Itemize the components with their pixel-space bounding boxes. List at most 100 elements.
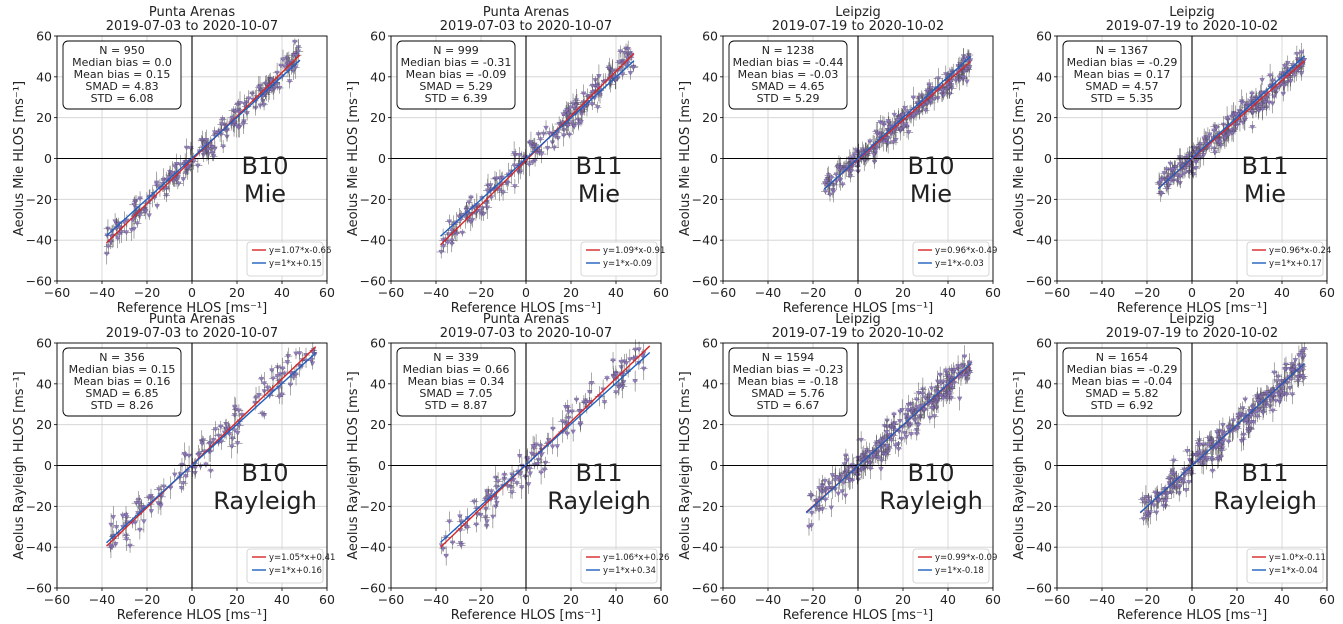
data-point	[535, 457, 542, 463]
data-point	[946, 390, 953, 396]
data-point	[261, 102, 267, 108]
data-point	[123, 533, 129, 539]
data-point	[270, 376, 276, 382]
data-point	[807, 493, 814, 498]
data-point	[137, 213, 143, 218]
data-point	[488, 489, 495, 495]
data-point	[296, 351, 303, 357]
data-point	[929, 406, 935, 411]
subplot-subtitle: 2019-07-03 to 2020-10-07	[106, 326, 278, 341]
data-point	[543, 125, 549, 131]
data-point	[922, 395, 928, 401]
data-point	[588, 381, 595, 386]
data-point	[863, 448, 870, 454]
data-point	[1270, 78, 1276, 84]
band-label: B11	[575, 459, 622, 487]
x-axis-label: Reference HLOS [ms⁻¹]	[451, 608, 601, 623]
data-point	[114, 236, 121, 242]
data-point	[891, 412, 897, 418]
data-point	[192, 471, 198, 476]
data-point	[280, 57, 286, 63]
data-point	[484, 188, 491, 194]
data-point	[827, 192, 833, 198]
fit-line-blue	[440, 351, 651, 543]
data-point	[551, 145, 557, 151]
data-point	[924, 88, 931, 94]
data-point	[951, 380, 958, 386]
data-point	[632, 379, 638, 384]
subplot-subtitle: 2019-07-03 to 2020-10-07	[440, 19, 612, 34]
fit-line-red	[106, 346, 317, 547]
data-point	[146, 213, 152, 219]
data-point	[641, 366, 647, 372]
data-point	[511, 477, 517, 483]
data-point	[618, 359, 624, 365]
data-point	[188, 146, 194, 152]
data-point	[511, 163, 518, 169]
x-tick-label: −40	[89, 285, 115, 300]
data-point	[919, 391, 926, 397]
data-point	[275, 365, 281, 371]
data-point	[914, 404, 920, 410]
data-point	[449, 241, 455, 247]
data-point	[477, 209, 483, 214]
data-point	[843, 453, 849, 459]
x-axis-label: Reference HLOS [ms⁻¹]	[117, 301, 267, 316]
x-tick-label: 40	[274, 592, 290, 607]
subplot-2: −60 −40 −20 0 20 40 60 −60 −40 −20 0 20 40 60 Punta Ar…	[346, 5, 669, 316]
data-point	[913, 397, 920, 403]
data-point	[274, 374, 281, 379]
data-point	[471, 499, 477, 505]
data-point	[1249, 125, 1256, 130]
data-point	[816, 508, 822, 513]
data-point	[891, 112, 898, 118]
data-point	[490, 514, 496, 520]
data-point	[443, 553, 449, 559]
data-point	[280, 366, 286, 372]
data-point	[1282, 64, 1288, 69]
data-point	[858, 437, 864, 443]
data-point	[483, 523, 490, 529]
data-point	[1259, 107, 1266, 113]
data-point	[497, 176, 503, 182]
data-point	[446, 219, 453, 225]
data-point	[884, 136, 891, 142]
band-label: B10	[907, 152, 954, 180]
subplot-7: −60 −40 −20 0 20 40 60−60−40−200204060Leipzig2…	[678, 312, 1001, 623]
data-point	[529, 451, 535, 457]
data-point	[1212, 150, 1218, 156]
subplot-title: Punta Arenas	[149, 5, 235, 20]
x-tick-label: 60	[319, 592, 335, 607]
y-tick-label: 40	[36, 376, 52, 391]
data-point	[820, 489, 826, 495]
x-tick-label: 60	[319, 285, 335, 300]
stats-line: Mean bias = 0.15	[74, 68, 171, 81]
data-point	[199, 441, 205, 447]
data-point	[284, 360, 291, 365]
stats-line: SMAD = 7.05	[419, 387, 492, 400]
data-point	[540, 131, 547, 137]
legend-entry: y=1*x-0.09	[603, 259, 652, 269]
y-tick-label: 40	[370, 376, 386, 391]
data-point	[935, 76, 942, 82]
data-point	[220, 144, 226, 150]
data-point	[828, 175, 835, 181]
band-type-label: Mie	[578, 180, 620, 208]
x-tick-label: −40	[423, 285, 449, 300]
fit-line-blue	[440, 60, 635, 237]
band-label: B10	[241, 459, 288, 487]
data-point	[229, 444, 235, 450]
data-point	[183, 145, 190, 151]
stats-line: Mean bias = 0.17	[1074, 68, 1171, 81]
data-point	[562, 405, 569, 410]
subplot-1: −60 −40 −20 0 20 40 60 −60 −40 −20 0 20 40 60 Punta Ar…	[12, 5, 335, 316]
data-point	[555, 136, 561, 141]
data-point	[915, 423, 922, 428]
data-point	[195, 163, 201, 169]
data-point	[464, 525, 471, 531]
data-point	[880, 121, 886, 127]
data-point	[482, 515, 489, 521]
data-point	[495, 479, 501, 485]
data-point	[911, 112, 917, 118]
